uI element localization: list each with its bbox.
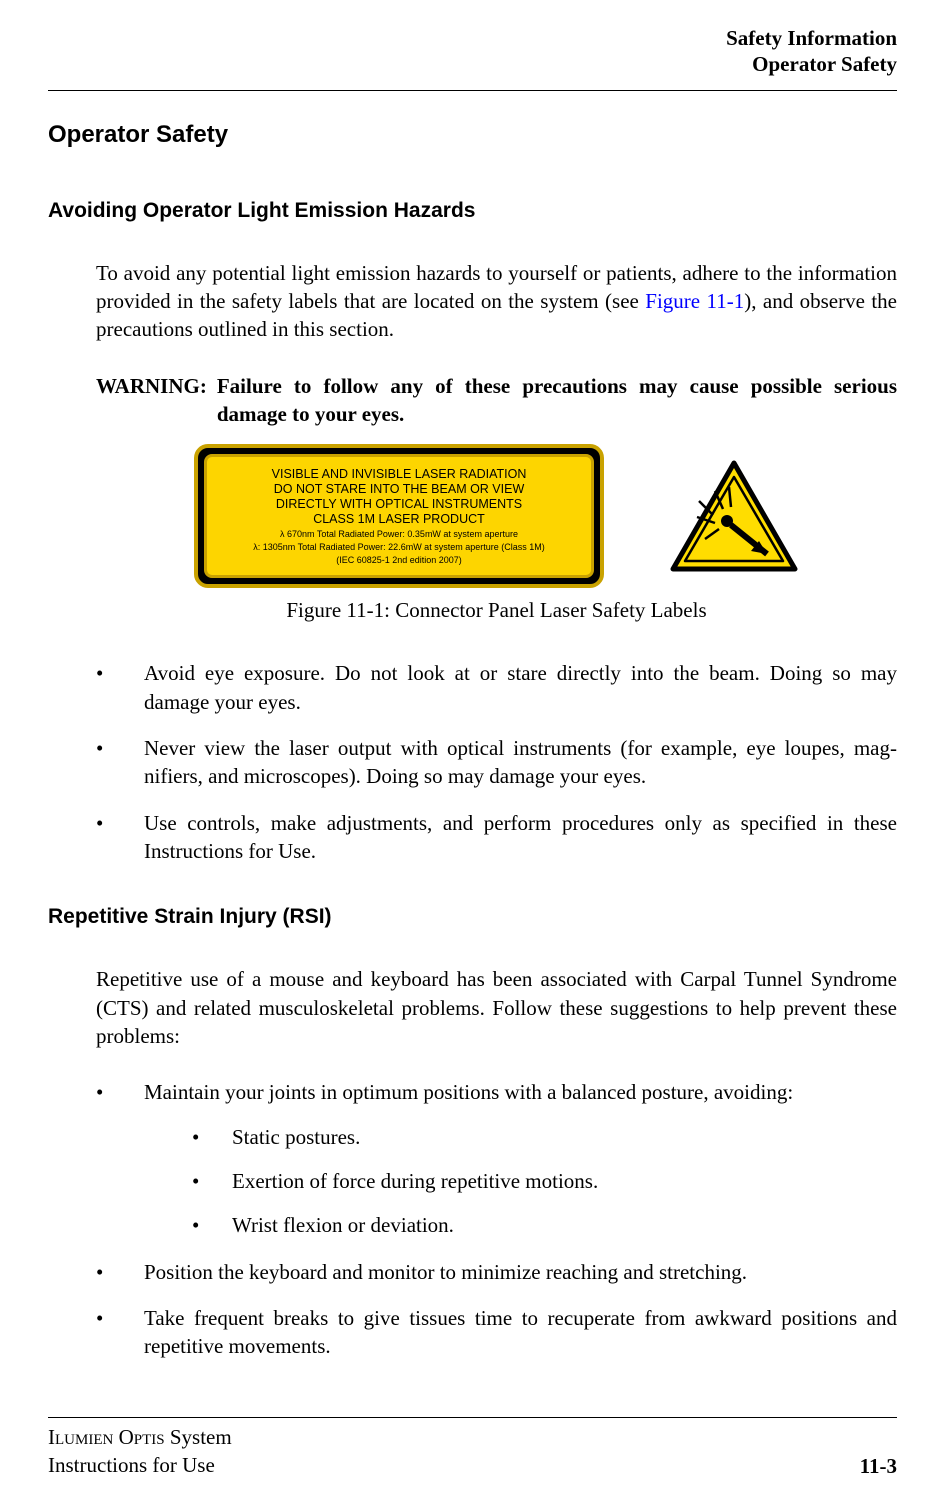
bullet-marker: • xyxy=(96,659,144,716)
footer-sc-1: Ilumien xyxy=(48,1425,113,1449)
page-footer: Ilumien Optis System Instructions for Us… xyxy=(48,1417,897,1479)
footer-t-1d: System xyxy=(165,1425,232,1449)
list-item: • Take frequent breaks to give tissues t… xyxy=(96,1304,897,1361)
bullet-marker: • xyxy=(96,1258,144,1286)
laser-line-4: CLASS 1M LASER PRODUCT xyxy=(313,512,485,527)
list-item: • Static postures. xyxy=(192,1123,897,1151)
sub-bullet-list: • Static postures. • Exertion of force d… xyxy=(192,1123,897,1240)
warning-label: WARNING: xyxy=(96,372,207,429)
bullet-text: Avoid eye exposure. Do not look at or st… xyxy=(144,659,897,716)
laser-detail-1: λ 670nm Total Radiated Power: 0.35mW at … xyxy=(280,529,518,540)
subsection-title-1: Avoiding Operator Light Emission Hazards xyxy=(48,199,897,223)
subsection-title-2: Repetitive Strain Injury (RSI) xyxy=(48,905,897,929)
bullet-text: Never view the laser output with optical… xyxy=(144,734,897,791)
footer-line-2: Instructions for Use xyxy=(48,1452,232,1479)
laser-text-label: VISIBLE AND INVISIBLE LASER RADIATION DO… xyxy=(194,444,604,588)
bullet-marker: • xyxy=(96,809,144,866)
list-item: • Never view the laser output with optic… xyxy=(96,734,897,791)
laser-label-inner: VISIBLE AND INVISIBLE LASER RADIATION DO… xyxy=(204,454,594,578)
bullet-marker: • xyxy=(192,1211,232,1239)
bullet-marker: • xyxy=(192,1123,232,1151)
header-line-2: Operator Safety xyxy=(48,51,897,77)
bullet-text: Wrist flexion or deviation. xyxy=(232,1211,454,1239)
bullet-list-2: • Maintain your joints in optimum positi… xyxy=(96,1078,897,1360)
footer-sc-2: ptis xyxy=(134,1425,165,1449)
subsection-1-body: To avoid any potential light emission ha… xyxy=(96,259,897,866)
laser-line-3: DIRECTLY WITH OPTICAL INSTRUMENTS xyxy=(276,497,522,512)
intro-paragraph-2: Repetitive use of a mouse and keyboard h… xyxy=(96,965,897,1050)
bullet-text: Take frequent breaks to give tissues tim… xyxy=(144,1304,897,1361)
bullet-marker: • xyxy=(96,1304,144,1361)
list-item: • Wrist flexion or deviation. xyxy=(192,1211,897,1239)
footer-t-1b: O xyxy=(113,1425,133,1449)
footer-left: Ilumien Optis System Instructions for Us… xyxy=(48,1424,232,1479)
laser-triangle-icon xyxy=(669,459,799,574)
list-item: • Position the keyboard and monitor to m… xyxy=(96,1258,897,1286)
page-header: Safety Information Operator Safety xyxy=(48,25,897,78)
bullet-content: Maintain your joints in optimum position… xyxy=(144,1078,897,1239)
figure-link[interactable]: Figure 11-1 xyxy=(645,289,744,313)
subsection-2-body: Repetitive use of a mouse and keyboard h… xyxy=(96,965,897,1360)
header-line-1: Safety Information xyxy=(48,25,897,51)
bullet-list-1: • Avoid eye exposure. Do not look at or … xyxy=(96,659,897,865)
header-divider xyxy=(48,90,897,91)
bullet-text: Maintain your joints in optimum position… xyxy=(144,1080,793,1104)
list-item: • Avoid eye exposure. Do not look at or … xyxy=(96,659,897,716)
bullet-text: Exertion of force during repetitive moti… xyxy=(232,1167,598,1195)
page-number: 11-3 xyxy=(860,1454,897,1479)
section-title: Operator Safety xyxy=(48,121,897,149)
footer-content: Ilumien Optis System Instructions for Us… xyxy=(48,1424,897,1479)
laser-line-2: DO NOT STARE INTO THE BEAM OR VIEW xyxy=(274,482,525,497)
bullet-marker: • xyxy=(96,1078,144,1239)
intro-paragraph-1: To avoid any potential light emission ha… xyxy=(96,259,897,344)
warning-block: WARNING: Failure to follow any of these … xyxy=(96,372,897,429)
footer-divider xyxy=(48,1417,897,1418)
figure-area: VISIBLE AND INVISIBLE LASER RADIATION DO… xyxy=(96,444,897,588)
footer-line-1: Ilumien Optis System xyxy=(48,1424,232,1451)
bullet-marker: • xyxy=(192,1167,232,1195)
figure-caption: Figure 11-1: Connector Panel Laser Safet… xyxy=(96,598,897,623)
bullet-text: Static postures. xyxy=(232,1123,360,1151)
bullet-text: Use controls, make adjustments, and perf… xyxy=(144,809,897,866)
list-item: • Maintain your joints in optimum positi… xyxy=(96,1078,897,1239)
list-item: • Exertion of force during repetitive mo… xyxy=(192,1167,897,1195)
laser-line-1: VISIBLE AND INVISIBLE LASER RADIATION xyxy=(272,467,527,482)
bullet-marker: • xyxy=(96,734,144,791)
list-item: • Use controls, make adjustments, and pe… xyxy=(96,809,897,866)
warning-text: Failure to follow any of these precautio… xyxy=(217,372,897,429)
laser-detail-3: (IEC 60825-1 2nd edition 2007) xyxy=(336,555,462,566)
laser-detail-2: λ: 1305nm Total Radiated Power: 22.6mW a… xyxy=(253,542,544,553)
bullet-text: Position the keyboard and monitor to min… xyxy=(144,1258,897,1286)
